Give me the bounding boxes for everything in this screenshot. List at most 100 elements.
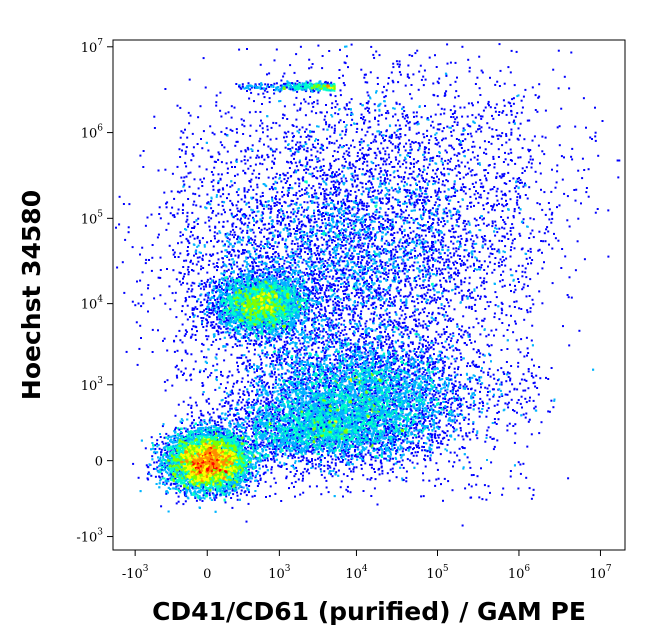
event-dot [213, 498, 216, 501]
event-dot [240, 430, 243, 433]
event-dot [172, 464, 175, 467]
event-dot [173, 447, 176, 450]
event-dot [224, 486, 227, 489]
event-dot [224, 501, 227, 504]
event-dot [222, 431, 225, 434]
event-dot [195, 404, 198, 407]
event-dot [262, 456, 265, 459]
event-dot [190, 492, 192, 495]
event-dot [213, 496, 216, 499]
event-dot [150, 436, 153, 439]
event-dot [209, 428, 212, 431]
event-dot [175, 441, 178, 444]
event-dot [188, 440, 191, 442]
event-dot [201, 423, 204, 426]
event-dot [184, 500, 187, 503]
event-dot [186, 428, 189, 431]
event-dot [150, 474, 153, 477]
event-dot [199, 498, 202, 501]
event-dot [167, 478, 169, 481]
event-dot [240, 480, 242, 483]
event-dot [208, 426, 211, 429]
event-dot [208, 413, 211, 416]
event-dot [211, 419, 214, 422]
event-dot [160, 448, 163, 451]
event-dot [208, 429, 211, 432]
event-dot [153, 461, 156, 464]
event-dot [169, 467, 172, 470]
event-dot [200, 489, 203, 492]
event-dot [248, 485, 251, 487]
event-dot [161, 425, 164, 428]
event-dot [225, 493, 228, 496]
event-dot [159, 436, 162, 438]
event-dot [164, 483, 166, 486]
event-dot [244, 481, 247, 483]
event-dot [208, 494, 211, 497]
event-dot [205, 492, 208, 495]
event-dot [221, 425, 224, 428]
event-dot [255, 470, 258, 472]
event-dot [198, 429, 201, 432]
event-dot [166, 450, 169, 453]
event-dot [259, 477, 262, 480]
event-dot [165, 459, 168, 462]
event-dot [162, 442, 165, 445]
event-dot [199, 491, 202, 494]
event-dot [270, 471, 273, 474]
event-dot [156, 445, 159, 448]
event-dot [193, 487, 196, 490]
event-dot [239, 492, 242, 495]
event-dot [195, 499, 198, 502]
event-dot [173, 487, 176, 490]
event-dot [166, 459, 169, 462]
event-dot [173, 437, 176, 440]
event-dot [154, 444, 157, 447]
event-dot [156, 439, 159, 442]
event-dot [199, 423, 202, 426]
event-dot [201, 500, 204, 502]
event-dot [170, 465, 173, 468]
event-dot [239, 475, 242, 478]
event-dot [231, 506, 234, 509]
event-dot [179, 489, 182, 492]
event-dot [177, 495, 180, 498]
event-dot [239, 485, 242, 488]
event-dot [154, 448, 157, 450]
event-dot [162, 458, 165, 460]
event-dot [251, 472, 254, 475]
event-dot [154, 452, 157, 455]
event-dot [155, 461, 158, 464]
event-dot [175, 492, 178, 495]
event-dot [183, 491, 186, 494]
event-dot [251, 474, 254, 477]
event-dot [198, 416, 201, 419]
event-dot [236, 437, 239, 440]
event-dot [168, 466, 171, 469]
event-dot [169, 450, 172, 453]
event-dot [196, 424, 199, 426]
event-dots [115, 43, 621, 527]
event-dot [208, 492, 211, 495]
event-dot [178, 449, 181, 451]
event-dot [259, 445, 262, 448]
event-dot [229, 425, 232, 428]
event-dot [237, 469, 240, 472]
event-dot [221, 432, 224, 435]
event-dot [175, 485, 178, 488]
event-dot [179, 485, 182, 488]
event-dot [194, 431, 197, 434]
event-dot [204, 426, 207, 429]
event-dot [214, 426, 217, 428]
event-dot [167, 434, 170, 437]
event-dot [182, 503, 185, 506]
event-dot [185, 430, 187, 433]
event-dot [186, 413, 189, 416]
event-dot [181, 451, 183, 454]
event-dot [175, 452, 178, 455]
event-dot [241, 449, 244, 452]
event-dot [169, 477, 172, 480]
event-dot [261, 459, 264, 462]
event-dot [181, 419, 184, 422]
event-dot [245, 447, 247, 450]
